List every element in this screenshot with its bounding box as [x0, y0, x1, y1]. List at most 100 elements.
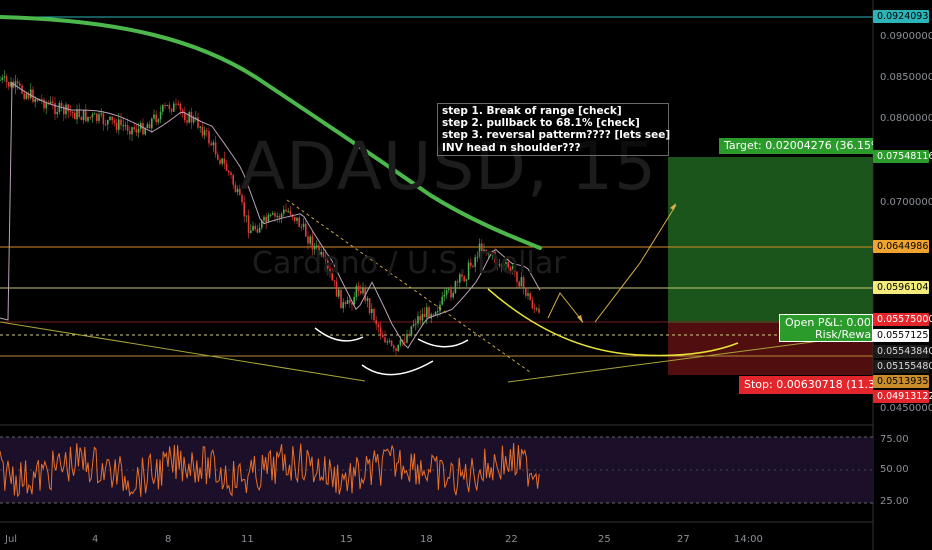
candle-body: [289, 210, 292, 215]
candle-body: [166, 104, 168, 106]
candle-body: [69, 111, 72, 113]
price-tag: 0.05961043: [873, 281, 932, 294]
candle-body: [454, 281, 457, 293]
candle-body: [232, 175, 234, 185]
candle-body: [258, 227, 261, 233]
candle-body: [219, 159, 221, 164]
candle-body: [14, 81, 17, 88]
shoulder-arc-left: [314, 327, 364, 342]
candle-body: [498, 264, 501, 266]
candle-body: [327, 260, 329, 269]
candle-body: [518, 281, 520, 287]
candle-body: [311, 236, 314, 250]
candle-body: [430, 314, 432, 319]
candle-body: [122, 125, 124, 127]
candle-body: [63, 106, 65, 115]
candle-body: [450, 289, 452, 298]
head-arc: [361, 360, 434, 376]
candle-body: [129, 130, 131, 135]
time-axis-label: 25: [598, 534, 611, 545]
candle-body: [45, 103, 47, 109]
candle-body: [437, 311, 439, 313]
candle-body: [181, 109, 184, 114]
candle-body: [58, 103, 61, 113]
annotation-line: step 1. Break of range [check]: [442, 105, 622, 117]
candle-body: [529, 293, 531, 301]
candle-body: [459, 274, 461, 283]
candle-body: [307, 236, 309, 244]
time-axis-label: 27: [677, 534, 690, 545]
annotation-textbox[interactable]: step 1. Break of range [check] step 2. p…: [437, 103, 670, 156]
candle-body: [91, 114, 94, 118]
candle-body: [494, 251, 496, 263]
target-label[interactable]: Target: 0.02004276 (36.15%: [719, 138, 873, 154]
candle-body: [368, 298, 371, 313]
candle-body: [272, 213, 274, 215]
candle-body: [335, 281, 338, 297]
candle-body: [239, 188, 241, 196]
candle-body: [322, 251, 325, 257]
candle-body: [393, 345, 395, 349]
candle-body: [118, 119, 120, 130]
trendline-dotted: [286, 199, 531, 373]
target-zone[interactable]: [668, 157, 873, 323]
candle-body: [89, 116, 91, 118]
time-axis-label: 18: [420, 534, 433, 545]
candle-body: [85, 110, 87, 122]
candle-body: [415, 323, 417, 325]
candle-body: [408, 334, 410, 336]
candle-body: [162, 105, 164, 112]
candle-body: [252, 225, 254, 231]
candle-body: [364, 287, 366, 301]
candle-body: [8, 82, 10, 87]
candle-body: [269, 214, 272, 216]
time-axis-label: 8: [165, 534, 172, 545]
candle-body: [3, 76, 6, 78]
candle-body: [109, 116, 111, 120]
candle-body: [346, 299, 349, 305]
candle-body: [214, 142, 217, 155]
candle-body: [144, 128, 146, 135]
candle-body: [434, 311, 437, 315]
candle-body: [16, 81, 19, 84]
candle-body: [300, 226, 303, 228]
candle-body: [56, 112, 58, 115]
candle-body: [481, 243, 483, 252]
risk-reward-label: Risk/Reward: [815, 328, 872, 341]
candle-body: [274, 213, 276, 217]
candle-body: [404, 341, 406, 343]
candle-body: [190, 112, 193, 123]
price-tag: 0.05571250: [873, 329, 932, 342]
candle-body: [276, 215, 278, 217]
candle-body: [318, 245, 320, 255]
candle-body: [456, 281, 459, 283]
candle-body: [362, 287, 364, 294]
candle-body: [384, 337, 386, 343]
candle-body: [32, 89, 34, 102]
pnl-box[interactable]: Open P&L: 0.003 Risk/Reward: [779, 314, 873, 342]
candle-body: [54, 103, 56, 115]
candle-body: [111, 116, 113, 121]
candle-body: [254, 225, 256, 230]
candle-body: [305, 223, 307, 237]
candle-body: [294, 217, 296, 221]
candle-body: [474, 257, 476, 267]
candle-body: [49, 101, 52, 104]
stop-label[interactable]: Stop: 0.00630718 (11.38: [739, 376, 873, 394]
candle-body: [357, 285, 360, 291]
candle-body: [225, 163, 228, 171]
candle-body: [338, 289, 340, 297]
time-axis-label: 11: [241, 534, 254, 545]
candle-body: [256, 229, 259, 233]
candle-body: [342, 302, 344, 309]
candle-body: [120, 119, 122, 126]
candle-body: [236, 188, 239, 193]
candle-body: [201, 126, 204, 136]
price-tag: 0.05139354: [873, 375, 932, 388]
candle-body: [443, 294, 446, 297]
candle-body: [412, 324, 415, 327]
candle-body: [148, 124, 151, 129]
